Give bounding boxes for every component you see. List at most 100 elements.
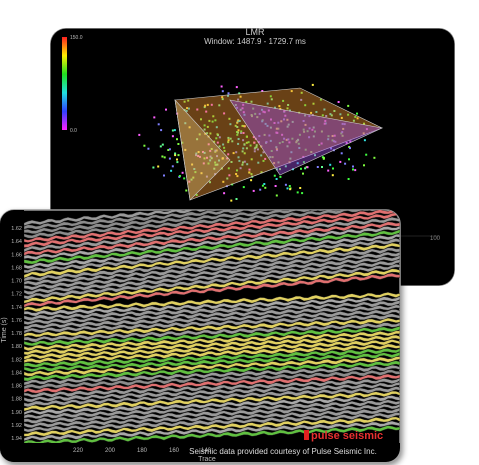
scatter-dot — [243, 152, 246, 155]
scatter-dot — [237, 156, 240, 159]
scatter-dot — [323, 122, 326, 125]
seismic-band — [23, 210, 400, 239]
scatter-dot — [188, 180, 191, 183]
scatter-dot — [286, 107, 289, 110]
x-axis-label: Trace — [198, 456, 216, 463]
seismic-band — [23, 210, 400, 226]
scatter-dot — [312, 102, 315, 105]
scatter-dot — [267, 109, 270, 112]
seismic-band — [23, 296, 400, 317]
scatter-dot — [216, 155, 218, 158]
scatter-dot — [143, 144, 146, 147]
scatter-dot — [278, 105, 281, 108]
seismic-band — [23, 242, 400, 279]
scatter-dot — [196, 108, 199, 111]
scatter-dot — [295, 139, 298, 142]
scatter-dot — [214, 161, 217, 164]
scatter-dot — [341, 131, 344, 134]
scatter-dot — [284, 114, 287, 117]
scatter-dot — [241, 107, 244, 110]
scatter-dot — [331, 174, 334, 177]
scatter-dot — [214, 150, 217, 153]
credit: Seismic data provided courtesy of Pulse … — [189, 447, 377, 456]
scatter-dot — [249, 144, 252, 147]
scatter-dot — [318, 144, 321, 146]
scatter-dot — [362, 132, 365, 135]
scatter-dot — [214, 163, 217, 166]
scatter-dot — [216, 163, 219, 166]
scatter-dot — [250, 100, 253, 103]
scatter-dot — [316, 166, 319, 168]
scatter-dot — [216, 141, 219, 144]
scatter-dot — [220, 85, 223, 88]
scatter-dot — [222, 143, 225, 146]
scatter-dot — [199, 155, 201, 158]
scatter-dot — [283, 118, 285, 121]
scatter-dot — [163, 174, 165, 177]
scatter-dot — [205, 175, 208, 178]
scatter-dot — [329, 113, 332, 116]
scatter-dot — [314, 130, 316, 133]
y-tick-label: 1.68 — [11, 265, 22, 271]
y-tick-label: 1.80 — [11, 344, 22, 350]
scatter-dot — [277, 121, 280, 124]
scatter-dot — [333, 110, 336, 112]
scatter-dot — [263, 183, 266, 185]
scatter-dot — [280, 120, 283, 123]
scatter-dot — [229, 123, 232, 126]
seismic-band — [23, 212, 400, 248]
scatter-dot — [302, 161, 305, 164]
scatter-dot — [223, 192, 226, 195]
scatter-dot — [235, 151, 238, 154]
scatter-dot — [256, 148, 259, 151]
scatter-dot — [207, 143, 210, 146]
scatter-dot — [296, 191, 299, 194]
seismic-band — [23, 225, 400, 261]
scatter-dot — [289, 157, 292, 160]
y-tick-label: 1.78 — [11, 331, 22, 337]
seismic-band — [23, 399, 400, 420]
scatter-dot — [349, 147, 351, 150]
scatter-dot — [243, 125, 246, 128]
scatter-dot — [217, 134, 219, 137]
scatter-dot — [312, 135, 315, 138]
scatter-dot — [349, 140, 352, 143]
seismic-band — [23, 351, 400, 373]
scatter-dot — [332, 140, 335, 143]
seismic-band — [23, 210, 400, 234]
scatter-dot — [236, 169, 238, 172]
scatter-dot — [221, 90, 224, 93]
scatter-dot — [304, 148, 307, 151]
scatter-dot — [168, 148, 171, 151]
scatter-dot — [342, 127, 345, 130]
scatter-dot — [235, 86, 238, 89]
scatter-dot — [302, 128, 305, 131]
scatter-dot — [332, 167, 334, 170]
scatter-dot — [211, 120, 214, 123]
scatter-dot — [291, 137, 294, 140]
scatter-dot — [223, 112, 226, 115]
seismic-band — [23, 395, 400, 416]
scatter-dot — [271, 156, 274, 159]
y-tick-label: 1.70 — [11, 279, 22, 285]
scatter-dot — [167, 149, 170, 151]
scatter-dot — [311, 83, 314, 86]
scatter-dot — [290, 151, 293, 154]
scatter-dot — [321, 166, 323, 168]
scatter-dot — [339, 113, 342, 116]
seismic-band — [23, 309, 400, 330]
scatter-dot — [227, 153, 230, 156]
y-tick-label: 1.72 — [11, 292, 22, 298]
scatter-dot — [243, 113, 246, 116]
seismic-band — [23, 412, 400, 433]
scatter-dot — [301, 192, 304, 195]
seismic-window: Time (s) 1.62 1.64 1.66 1.68 1.70 1.72 1.74 1.7… — [0, 210, 400, 463]
scatter-dot — [176, 161, 179, 164]
scatter-dot — [207, 162, 210, 165]
crossplot-window-label: Window: 1487.9 - 1729.7 ms — [204, 37, 306, 46]
scatter-dot — [210, 148, 213, 150]
scatter-dot — [161, 155, 164, 158]
scatter-dot — [228, 117, 231, 120]
scatter-dot — [242, 186, 245, 189]
